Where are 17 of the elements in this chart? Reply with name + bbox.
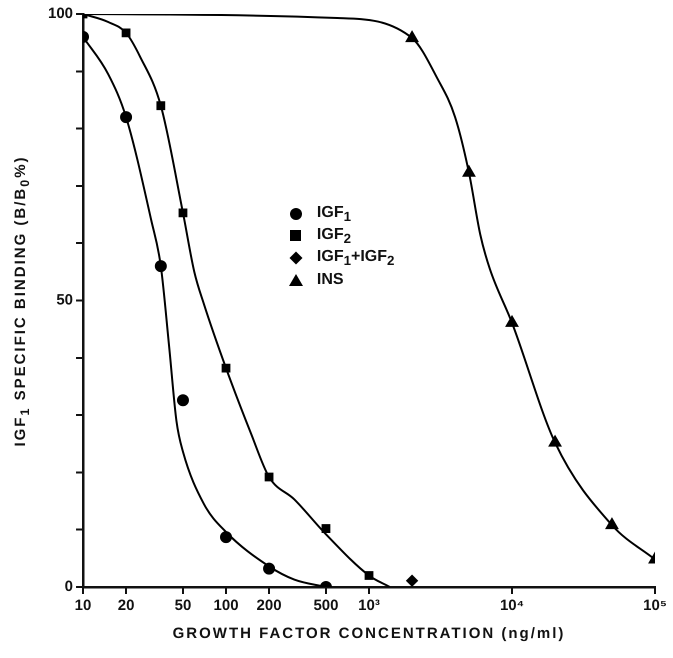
y-tick-label: 100 bbox=[48, 5, 74, 22]
x-tick-label: 100 bbox=[214, 597, 239, 614]
y-tick-label: 0 bbox=[64, 578, 74, 596]
x-tick-label: 10 bbox=[74, 597, 92, 614]
x-tick-label: 200 bbox=[256, 597, 282, 614]
x-tick-label: 10⁴ bbox=[500, 597, 524, 614]
x-tick-label: 500 bbox=[313, 597, 338, 614]
x-tick-label: 50 bbox=[174, 597, 192, 614]
legend-label: INS bbox=[316, 271, 344, 290]
x-tick-label: 20 bbox=[118, 597, 134, 614]
x-tick-label: 10³ bbox=[358, 597, 380, 614]
legend-label: IGF$_{1}$+IGF$_{2}$ bbox=[316, 248, 394, 268]
legend-label: IGF$_{1}$ bbox=[316, 204, 352, 224]
y-tick-label: 50 bbox=[56, 292, 74, 309]
x-tick-label: 10⁵ bbox=[643, 597, 667, 614]
x-axis-title: GROWTH FACTOR CONCENTRATION (ng/ml) bbox=[172, 625, 566, 642]
legend-label: IGF$_{2}$ bbox=[316, 226, 352, 246]
